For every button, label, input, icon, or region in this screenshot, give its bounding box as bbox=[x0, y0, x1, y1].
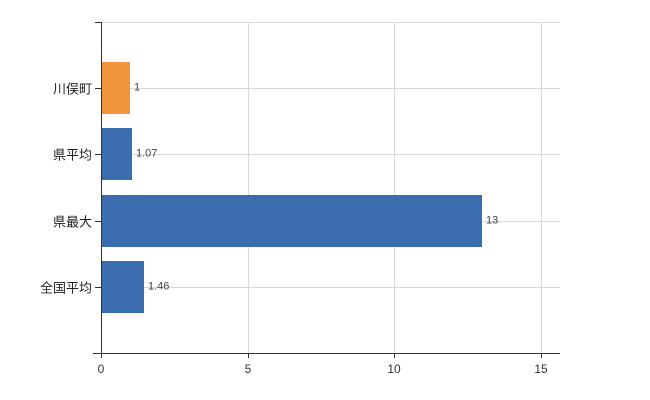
x-tick bbox=[101, 353, 102, 358]
bar-県最大 bbox=[102, 195, 482, 247]
x-tick-label-10: 10 bbox=[387, 362, 401, 376]
bar-全国平均 bbox=[102, 261, 144, 313]
x-tick-label-15: 15 bbox=[534, 362, 548, 376]
bar-value-label: 1.46 bbox=[148, 280, 170, 293]
category-label-県最大: 県最大 bbox=[52, 214, 92, 230]
x-tick bbox=[394, 353, 395, 358]
category-gridline bbox=[101, 154, 560, 155]
plot-top-gridline bbox=[101, 22, 560, 23]
category-label-全国平均: 全国平均 bbox=[39, 280, 92, 296]
category-gridline bbox=[101, 287, 560, 288]
x-tick bbox=[248, 353, 249, 358]
category-label-川俣町: 川俣町 bbox=[52, 81, 92, 97]
y-tick bbox=[95, 154, 101, 155]
x-gridline-10 bbox=[394, 22, 395, 353]
bar-value-label: 13 bbox=[486, 214, 499, 227]
y-tick bbox=[95, 287, 101, 288]
y-axis-top-tick bbox=[95, 22, 101, 23]
x-tick-label-0: 0 bbox=[97, 362, 105, 376]
x-gridline-15 bbox=[541, 22, 542, 353]
x-gridline-5 bbox=[248, 22, 249, 353]
bar-value-label: 1.07 bbox=[136, 147, 158, 160]
y-tick bbox=[95, 221, 101, 222]
y-tick bbox=[95, 88, 101, 89]
category-label-県平均: 県平均 bbox=[52, 147, 92, 163]
y-axis-line bbox=[101, 22, 102, 358]
bar-value-label: 1 bbox=[134, 81, 141, 94]
x-tick-label-5: 5 bbox=[244, 362, 252, 376]
category-gridline bbox=[101, 88, 560, 89]
x-tick bbox=[541, 353, 542, 358]
x-axis-line bbox=[93, 353, 560, 354]
bar-県平均 bbox=[102, 128, 132, 180]
bar-川俣町 bbox=[102, 62, 130, 114]
